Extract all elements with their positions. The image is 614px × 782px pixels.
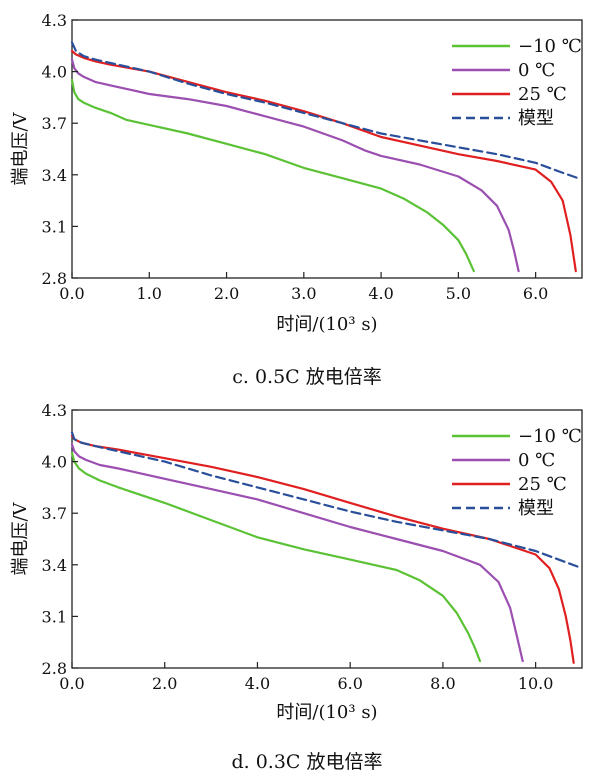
series-line-2 <box>70 49 577 273</box>
y-tick-label: 2.8 <box>42 269 67 288</box>
series-line-2 <box>70 434 575 664</box>
series-line-3 <box>70 431 579 568</box>
legend-label-1: 0 ℃ <box>518 450 555 471</box>
legend: −10 ℃ 0 ℃ 25 ℃ 模型 <box>452 426 582 519</box>
y-tick-label: 3.7 <box>42 114 67 133</box>
y-tick-label: 3.7 <box>42 504 67 523</box>
series-line-1 <box>70 58 520 273</box>
y-tick-label: 3.1 <box>42 607 67 626</box>
series-layer <box>70 431 579 664</box>
x-tick-label: 3.0 <box>291 284 316 303</box>
y-tick-label: 4.3 <box>42 11 67 30</box>
y-axis-ticks: 2.8 3.1 3.4 3.7 4.0 4.3 <box>42 11 78 288</box>
x-tick-label: 0.0 <box>59 284 84 303</box>
y-tick-label: 4.0 <box>42 453 67 472</box>
x-tick-label: 6.0 <box>523 284 548 303</box>
chart-caption: c. 0.5C 放电倍率 <box>232 366 382 388</box>
chart-caption: d. 0.3C 放电倍率 <box>231 751 382 773</box>
x-tick-label: 2.0 <box>214 284 239 303</box>
x-tick-label: 1.0 <box>137 284 162 303</box>
x-axis-ticks: 0.0 1.0 2.0 3.0 4.0 5.0 6.0 <box>59 272 548 303</box>
y-tick-label: 3.4 <box>42 556 67 575</box>
series-layer <box>70 41 580 273</box>
y-tick-label: 3.1 <box>42 217 67 236</box>
y-axis-ticks: 2.8 3.1 3.4 3.7 4.0 4.3 <box>42 401 78 678</box>
legend-label-2: 25 ℃ <box>518 84 567 105</box>
chart-panel-c: 0.0 1.0 2.0 3.0 4.0 5.0 6.0 2.8 3.1 3.4 3.7 4.0 4.3… <box>10 11 583 388</box>
legend-label-0: −10 ℃ <box>518 426 582 447</box>
legend-label-1: 0 ℃ <box>518 60 555 81</box>
x-tick-label: 5.0 <box>446 284 471 303</box>
y-tick-label: 4.0 <box>42 63 67 82</box>
series-line-1 <box>70 443 524 663</box>
plot-frame <box>71 409 583 669</box>
x-tick-label: 10.0 <box>518 674 554 693</box>
x-tick-label: 6.0 <box>337 674 362 693</box>
x-tick-label: 4.0 <box>368 284 393 303</box>
x-axis-title: 时间/(10³ s) <box>276 702 377 723</box>
x-tick-label: 8.0 <box>430 674 455 693</box>
y-tick-label: 4.3 <box>42 401 67 420</box>
legend: −10 ℃ 0 ℃ 25 ℃ 模型 <box>452 36 582 129</box>
y-axis-title: 端电压/V <box>10 501 31 575</box>
x-tick-label: 4.0 <box>245 674 270 693</box>
y-tick-label: 3.4 <box>42 166 67 185</box>
legend-label-2: 25 ℃ <box>518 474 567 495</box>
legend-label-3: 模型 <box>518 498 554 519</box>
series-line-3 <box>70 41 580 180</box>
x-tick-label: 2.0 <box>152 674 177 693</box>
y-tick-label: 2.8 <box>42 659 67 678</box>
legend-label-0: −10 ℃ <box>518 36 582 57</box>
chart-panel-d: 0.0 2.0 4.0 6.0 8.0 10.0 2.8 3.1 3.4 3.7 4.0 4.3 时… <box>10 401 583 773</box>
series-line-0 <box>70 451 482 663</box>
legend-label-3: 模型 <box>518 108 554 129</box>
series-line-0 <box>70 79 475 273</box>
x-axis-title: 时间/(10³ s) <box>276 314 377 335</box>
y-axis-title: 端电压/V <box>10 111 31 185</box>
x-tick-label: 0.0 <box>59 674 84 693</box>
plot-frame <box>71 19 583 279</box>
x-axis-ticks: 0.0 2.0 4.0 6.0 8.0 10.0 <box>59 662 553 693</box>
